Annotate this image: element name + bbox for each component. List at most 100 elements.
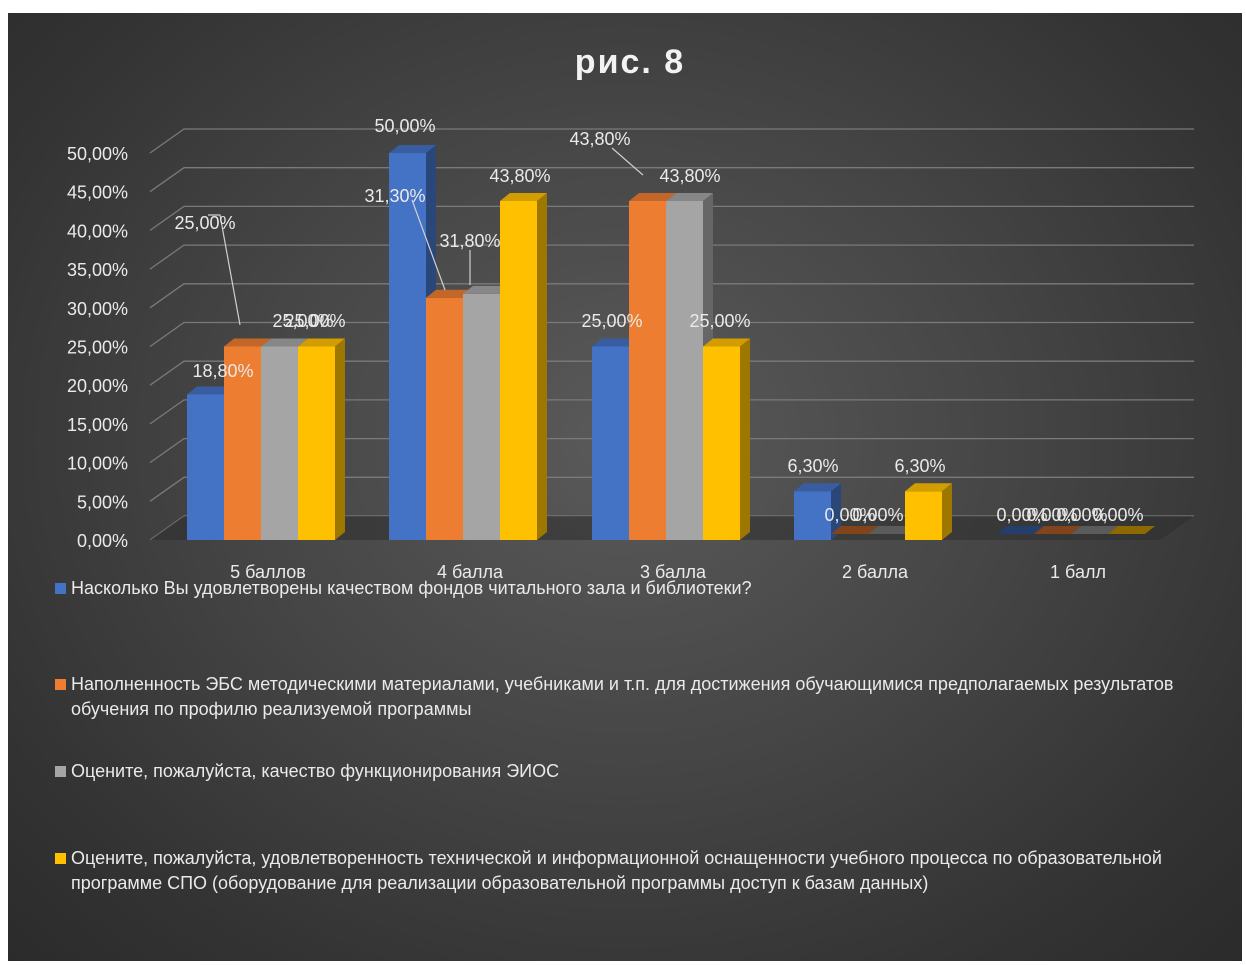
legend-label: Оцените, пожалуйста, удовлетворенность т…: [71, 848, 1162, 893]
gridline: [149, 321, 1194, 348]
bar-top: [500, 192, 547, 201]
bar: [500, 192, 547, 540]
legend-label: Наполненность ЭБС методическими материал…: [71, 674, 1174, 719]
bar: [1034, 526, 1081, 534]
data-label: 25,00%: [272, 311, 333, 331]
bar-front: [703, 346, 740, 540]
data-label: 0,00%: [996, 505, 1047, 525]
x-tick-label: 4 балла: [437, 562, 504, 582]
data-label: 6,30%: [894, 456, 945, 476]
legend-swatch: [55, 853, 66, 864]
data-label: 43,80%: [569, 129, 630, 149]
y-tick-label: 35,00%: [67, 260, 128, 280]
legend-item-series-2: Наполненность ЭБС методическими материал…: [55, 672, 1230, 722]
bar-top: [905, 483, 952, 492]
bar-top: [592, 338, 639, 347]
legend-item-series-1: Насколько Вы удовлетворены качеством фон…: [55, 576, 1230, 601]
bars: [187, 145, 1155, 540]
bar-top: [463, 285, 510, 294]
y-tick-label: 10,00%: [67, 454, 128, 474]
data-label: 0,00%: [824, 505, 875, 525]
bar: [703, 338, 750, 540]
legend-item-series-3: Оцените, пожалуйста, качество функционир…: [55, 759, 1230, 784]
bar-front: [426, 297, 463, 540]
bar: [794, 483, 841, 540]
legend-swatch: [55, 766, 66, 777]
data-labels: 18,80% 25,00% 25,00% 25,00% 50,00% 31,30% 31,8…: [174, 116, 1143, 525]
bar-top: [389, 145, 436, 153]
data-label: 0,00%: [1026, 505, 1077, 525]
bar: [868, 526, 915, 534]
data-label: 0,00%: [1056, 505, 1107, 525]
y-tick-label: 15,00%: [67, 415, 128, 435]
bar-top: [1034, 526, 1081, 534]
gridline: [149, 360, 1194, 386]
bar-side: [831, 483, 841, 540]
leader-lines: [208, 147, 644, 326]
data-label: 25,00%: [689, 311, 750, 331]
bar-top: [224, 338, 271, 347]
chart-title: рис. 8: [575, 43, 685, 81]
bar: [831, 526, 878, 534]
bar-top: [1071, 526, 1118, 534]
y-tick-label: 50,00%: [67, 144, 128, 164]
bar-top: [629, 192, 676, 201]
bar-top: [187, 386, 234, 395]
bar: [905, 483, 952, 540]
data-label: 18,80%: [192, 361, 253, 381]
bar-top: [298, 338, 345, 347]
data-label: 0,00%: [852, 505, 903, 525]
data-label: 31,30%: [364, 186, 425, 206]
bar-front: [666, 200, 703, 540]
bar-side: [537, 192, 547, 540]
bar-top: [831, 526, 878, 534]
bar-front: [187, 394, 224, 540]
x-tick-label: 2 балла: [842, 562, 909, 582]
bar-front: [794, 491, 831, 540]
legend-item-series-4: Оцените, пожалуйста, удовлетворенность т…: [55, 846, 1230, 896]
bar: [1108, 526, 1155, 534]
bar-top: [261, 338, 308, 347]
data-label: 25,00%: [174, 213, 235, 233]
data-label: 50,00%: [374, 116, 435, 136]
bar-top: [868, 526, 915, 534]
y-tick-label: 0,00%: [77, 531, 128, 551]
bar-front: [298, 346, 335, 540]
y-tick-label: 45,00%: [67, 183, 128, 203]
legend-label: Насколько Вы удовлетворены качеством фон…: [71, 578, 752, 598]
data-label: 25,00%: [581, 311, 642, 331]
y-axis: 0,00% 5,00% 10,00% 15,00% 20,00% 25,00% 30,00%…: [67, 144, 128, 551]
x-tick-label: 5 баллов: [230, 562, 306, 582]
bar-front: [463, 293, 500, 540]
y-tick-label: 20,00%: [67, 376, 128, 396]
bar: [298, 338, 345, 540]
bar-front: [261, 346, 298, 540]
x-axis: 5 баллов 4 балла 3 балла 2 балла 1 балл: [230, 562, 1106, 582]
gridline: [149, 128, 1194, 154]
bar-side: [335, 338, 345, 540]
gridlines: [149, 128, 1194, 541]
gridline: [149, 399, 1194, 425]
bar-front: [629, 200, 666, 540]
data-label: 31,80%: [439, 231, 500, 251]
bar: [1071, 526, 1118, 534]
bar-top: [703, 338, 750, 347]
bar-side: [942, 483, 952, 540]
legend-swatch: [55, 679, 66, 690]
y-tick-label: 30,00%: [67, 299, 128, 319]
bar-front: [500, 200, 537, 540]
bar-top: [794, 483, 841, 492]
legend-label: Оцените, пожалуйста, качество функционир…: [71, 761, 560, 781]
data-label: 0,00%: [1092, 505, 1143, 525]
data-label: 43,80%: [489, 166, 550, 186]
gridline: [149, 244, 1194, 270]
y-tick-label: 5,00%: [77, 492, 128, 512]
gridline: [149, 205, 1194, 231]
gridline: [149, 437, 1194, 464]
y-tick-label: 40,00%: [67, 221, 128, 241]
bar-top: [426, 289, 473, 298]
bar-top: [1108, 526, 1155, 534]
gridline: [149, 476, 1194, 502]
bar-front: [592, 346, 629, 540]
